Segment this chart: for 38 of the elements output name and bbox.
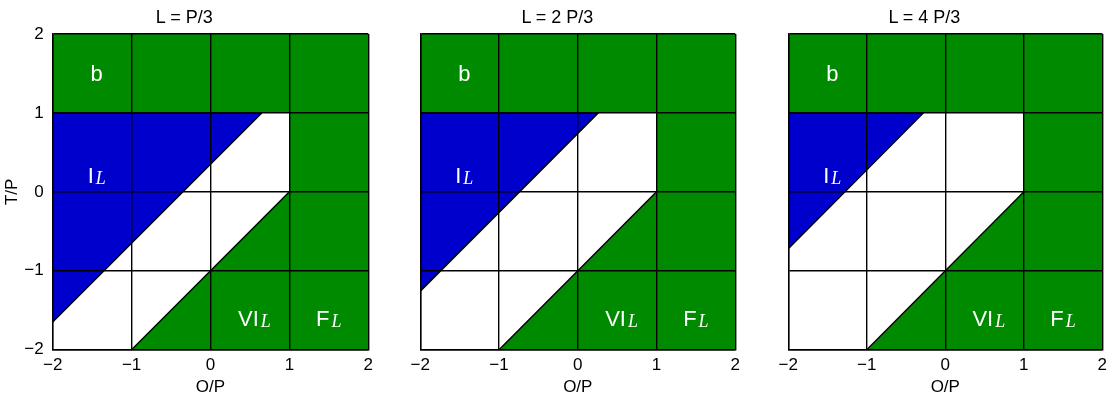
y-tick-label: −1 (24, 260, 44, 280)
band-label: b (458, 61, 471, 87)
x-tick-label: 0 (573, 354, 583, 374)
x-tick-label: 2 (1097, 354, 1108, 374)
series-label: IL (823, 162, 842, 189)
x-tick-label: 1 (284, 354, 295, 374)
y-axis-title: T/P (1, 178, 21, 206)
x-tick-label: −1 (489, 354, 509, 374)
band-label: FL (683, 305, 709, 332)
x-axis-title: O/P (930, 377, 960, 397)
chart-title: L = 2 P/3 (521, 6, 594, 27)
x-tick-label: 2 (730, 354, 741, 374)
x-tick-label: −1 (857, 354, 877, 374)
series-label: VIL (237, 305, 271, 332)
x-tick-label: 0 (940, 354, 951, 374)
x-tick-label: 1 (1019, 354, 1029, 374)
x-tick-label: −2 (778, 354, 798, 374)
band-label: b (90, 61, 103, 87)
x-tick-label: −1 (121, 354, 142, 374)
x-tick-label: 0 (205, 354, 216, 374)
series-label: VIL (605, 305, 638, 332)
chart-title: L = 4 P/3 (888, 6, 961, 27)
x-tick-label: 1 (651, 354, 662, 374)
x-axis-title: O/P (563, 377, 593, 397)
band-label: FL (1050, 305, 1076, 332)
series-label: IL (87, 162, 106, 189)
y-tick-label: 1 (34, 102, 44, 122)
chart-title: L = P/3 (155, 6, 213, 27)
y-tick-label: 2 (34, 23, 44, 43)
x-axis-title: O/P (195, 377, 226, 397)
x-tick-label: −2 (410, 354, 430, 374)
band-label: b (826, 61, 839, 87)
series-label: IL (455, 162, 474, 189)
series-label: VIL (972, 305, 1006, 332)
x-tick-label: 2 (363, 354, 374, 374)
y-tick-label: 0 (34, 181, 44, 201)
y-tick-label: −2 (24, 339, 44, 359)
band-label: FL (316, 305, 342, 332)
